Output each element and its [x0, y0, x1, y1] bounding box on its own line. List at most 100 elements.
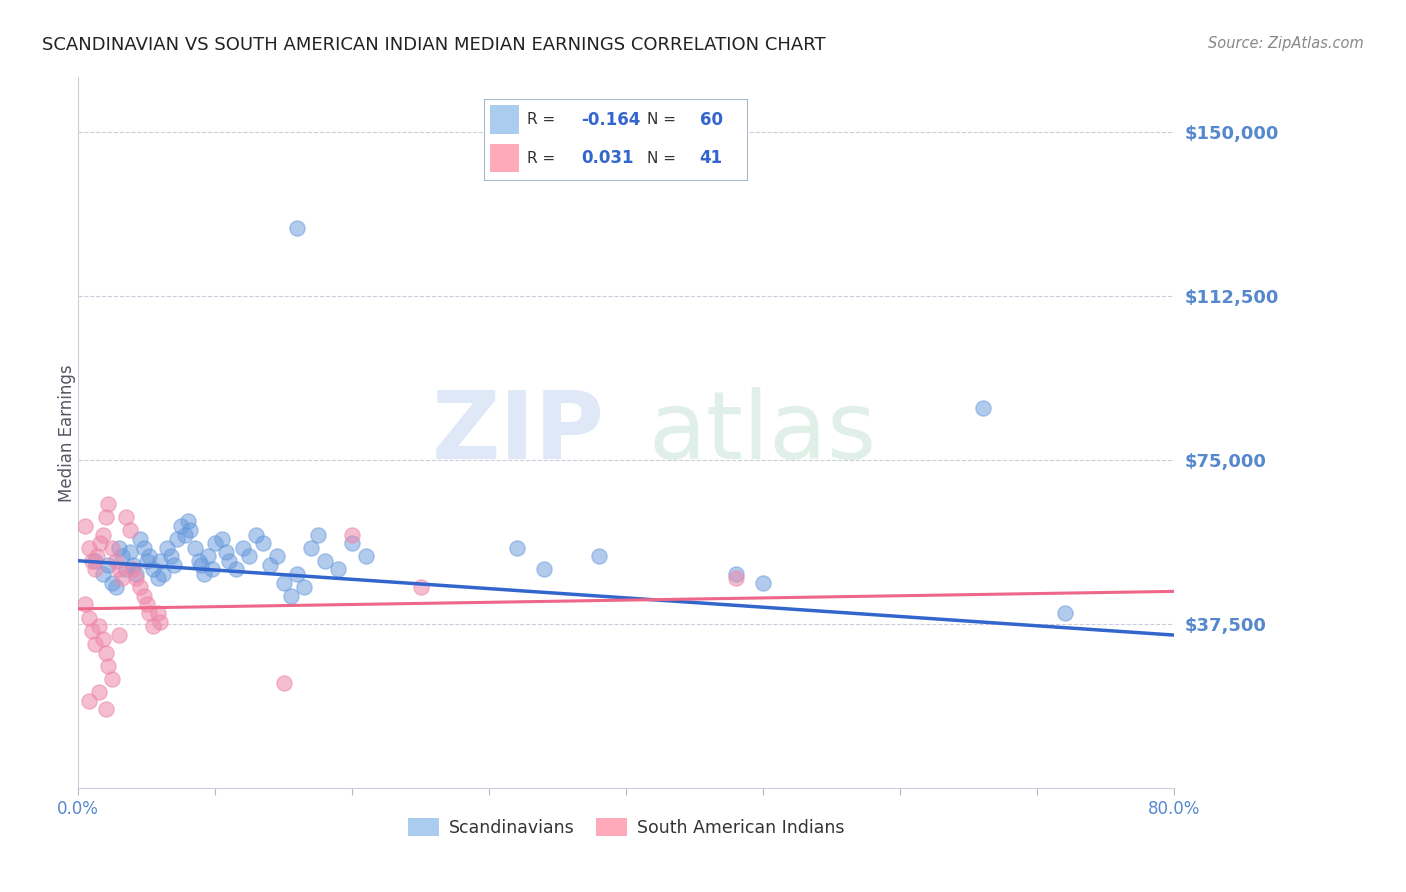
Point — [87, 685, 110, 699]
Point — [266, 549, 288, 564]
Point — [86, 549, 108, 564]
Point — [218, 554, 240, 568]
Point — [97, 658, 120, 673]
Point — [259, 558, 281, 573]
Point — [135, 598, 157, 612]
Legend: Scandinavians, South American Indians: Scandinavians, South American Indians — [401, 811, 852, 844]
Point — [77, 541, 100, 555]
Point — [314, 554, 336, 568]
Point — [156, 541, 179, 555]
Point — [252, 536, 274, 550]
Point — [166, 532, 188, 546]
Point — [183, 541, 205, 555]
Point — [124, 566, 146, 581]
Point — [105, 580, 128, 594]
Point — [142, 562, 165, 576]
Point — [94, 510, 117, 524]
Point — [101, 575, 124, 590]
Point — [1053, 606, 1076, 620]
Point — [89, 536, 111, 550]
Point — [111, 549, 134, 564]
Point — [163, 558, 186, 573]
Point — [174, 527, 197, 541]
Point — [245, 527, 267, 541]
Point — [215, 545, 238, 559]
Point — [94, 646, 117, 660]
Point — [340, 536, 363, 550]
Point — [128, 532, 150, 546]
Point — [77, 610, 100, 624]
Point — [77, 694, 100, 708]
Point — [273, 575, 295, 590]
Point — [108, 628, 131, 642]
Point — [105, 554, 128, 568]
Point — [197, 549, 219, 564]
Point — [108, 562, 131, 576]
Point — [280, 589, 302, 603]
Point — [149, 554, 172, 568]
Point — [91, 527, 114, 541]
Point — [138, 606, 160, 620]
Point — [179, 523, 201, 537]
Text: ZIP: ZIP — [432, 387, 605, 479]
Point — [187, 554, 209, 568]
Point — [83, 562, 105, 576]
Text: atlas: atlas — [648, 387, 876, 479]
Point — [146, 606, 169, 620]
Point — [91, 566, 114, 581]
Point — [122, 562, 145, 576]
Point — [201, 562, 224, 576]
Point — [111, 571, 134, 585]
Point — [307, 527, 329, 541]
Point — [160, 549, 183, 564]
Point — [287, 221, 309, 235]
Point — [588, 549, 610, 564]
Point — [354, 549, 377, 564]
Point — [83, 637, 105, 651]
Point — [328, 562, 350, 576]
Point — [115, 510, 138, 524]
Point — [177, 515, 200, 529]
Point — [292, 580, 315, 594]
Point — [190, 558, 212, 573]
Point — [120, 523, 142, 537]
Point — [122, 558, 145, 573]
Point — [101, 672, 124, 686]
Point — [132, 541, 155, 555]
Point — [115, 562, 138, 576]
Point — [152, 566, 174, 581]
Point — [225, 562, 247, 576]
Point — [97, 558, 120, 573]
Point — [287, 566, 309, 581]
Point — [83, 554, 105, 568]
Point — [752, 575, 775, 590]
Point — [409, 580, 432, 594]
Point — [533, 562, 555, 576]
Point — [211, 532, 233, 546]
Point — [97, 497, 120, 511]
Point — [273, 676, 295, 690]
Point — [128, 580, 150, 594]
Point — [91, 632, 114, 647]
Point — [204, 536, 226, 550]
Point — [340, 527, 363, 541]
Text: Source: ZipAtlas.com: Source: ZipAtlas.com — [1208, 36, 1364, 51]
Point — [299, 541, 322, 555]
Point — [170, 518, 193, 533]
Point — [87, 619, 110, 633]
Point — [232, 541, 254, 555]
Point — [94, 702, 117, 716]
Point — [73, 518, 96, 533]
Point — [972, 401, 994, 415]
Point — [120, 545, 142, 559]
Point — [132, 589, 155, 603]
Point — [101, 541, 124, 555]
Point — [135, 554, 157, 568]
Point — [73, 598, 96, 612]
Point — [124, 571, 146, 585]
Y-axis label: Median Earnings: Median Earnings — [58, 364, 76, 501]
Point — [193, 566, 215, 581]
Point — [108, 541, 131, 555]
Point — [138, 549, 160, 564]
Point — [80, 624, 103, 638]
